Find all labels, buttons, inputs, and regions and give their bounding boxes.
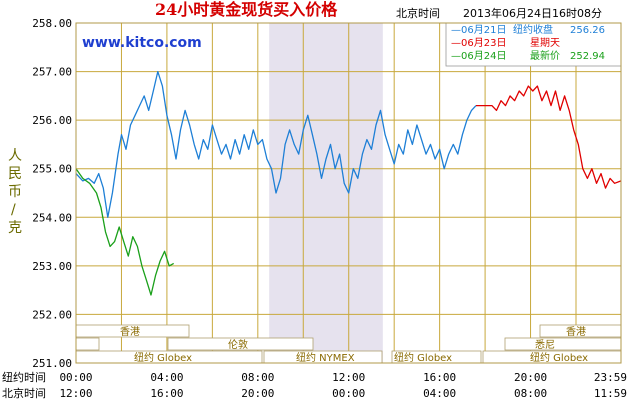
legend-value-1: 256.26: [570, 25, 605, 36]
y-axis-label: 人 民 币 / 克: [8, 148, 22, 236]
x-tick-bj: 04:00: [423, 387, 456, 400]
x-axis-ticks: 00:00 12:00 04:00 16:00 08:00 20:00 12:00 00:00…: [59, 371, 627, 400]
timestamp: 2013年06月24日16时08分: [463, 6, 602, 20]
y-tick-label: 253.00: [32, 260, 72, 273]
x-tick-bj: 11:59: [594, 387, 627, 400]
y-axis-ticks: 258.00 257.00 256.00 255.00 254.00 253.00 252.…: [32, 17, 72, 370]
x-tick-ny: 04:00: [150, 371, 183, 384]
band-hongkong-left-label: 香港: [120, 326, 140, 338]
band-globex-left-label: 纽约 Globex: [134, 351, 192, 364]
ylabel-char-2: 民: [8, 166, 22, 182]
ylabel-char-5: 克: [8, 220, 22, 236]
row-label-ny: 纽约时间: [2, 370, 46, 384]
grid-lines: [75, 22, 622, 364]
session-bands: 香港 伦敦 纽约 Globex 纽约 NYMEX 纽约 Globex 纽约 Gl…: [75, 324, 622, 364]
band-london-stub: [75, 337, 100, 351]
x-tick-ny: 20:00: [514, 371, 547, 384]
x-tick-ny: 23:59: [594, 371, 627, 384]
y-tick-label: 257.00: [32, 66, 72, 79]
band-globex-right-label: 纽约 Globex: [530, 351, 588, 364]
x-tick-ny: 08:00: [241, 371, 274, 384]
legend-series-2: —06月23日: [451, 37, 506, 49]
x-tick-bj: 00:00: [332, 387, 365, 400]
nymex-shaded-region: [269, 23, 383, 363]
legend-series-1: —06月21日: [451, 24, 506, 36]
chart-title: 24小时黄金现货买入价格: [155, 0, 338, 19]
beijing-time-label: 北京时间: [396, 6, 440, 20]
ylabel-char-4: /: [11, 202, 16, 218]
series-line-2: [476, 85, 622, 189]
ylabel-char-3: 币: [8, 184, 22, 200]
legend-label-1: 纽约收盘: [513, 23, 553, 36]
band-sydney-label: 悉尼: [535, 339, 555, 351]
y-tick-label: 258.00: [32, 17, 72, 30]
watermark: www.kitco.com: [82, 35, 202, 51]
y-tick-label: 256.00: [32, 114, 72, 127]
x-tick-bj: 20:00: [241, 387, 274, 400]
series-line-1: [75, 70, 477, 218]
band-london: [167, 337, 314, 351]
x-tick-ny: 00:00: [59, 371, 92, 384]
legend-series-3: —06月24日: [451, 50, 506, 62]
legend-label-2: 星期天: [530, 37, 560, 49]
legend-date-1: 06月21日: [461, 24, 506, 36]
band-nymex-label: 纽约 NYMEX: [296, 351, 355, 364]
band-sydney: [504, 337, 622, 351]
ylabel-char-1: 人: [8, 148, 22, 164]
band-hongkong-right-label: 香港: [566, 326, 586, 338]
x-tick-ny: 16:00: [423, 371, 456, 384]
x-tick-ny: 12:00: [332, 371, 365, 384]
series-line-3: [75, 168, 175, 296]
row-label-bj: 北京时间: [2, 386, 46, 400]
legend-date-2: 06月23日: [461, 37, 506, 49]
plot-border: [75, 22, 622, 364]
legend-label-3: 最新价: [530, 49, 560, 62]
y-tick-label: 251.00: [32, 357, 72, 370]
x-tick-bj: 16:00: [150, 387, 183, 400]
y-tick-label: 254.00: [32, 211, 72, 224]
legend-date-3: 06月24日: [461, 50, 506, 62]
x-tick-bj: 08:00: [514, 387, 547, 400]
band-london-label: 伦敦: [228, 338, 248, 351]
legend: —06月21日 纽约收盘 256.26 —06月23日 星期天 —06月24日 …: [445, 22, 622, 67]
series-lines: [75, 70, 622, 296]
legend-value-3: 252.94: [570, 51, 605, 62]
y-tick-label: 255.00: [32, 163, 72, 176]
y-tick-label: 252.00: [32, 308, 72, 321]
x-tick-bj: 12:00: [59, 387, 92, 400]
band-globex-mid-label: 纽约 Globex: [394, 351, 452, 364]
